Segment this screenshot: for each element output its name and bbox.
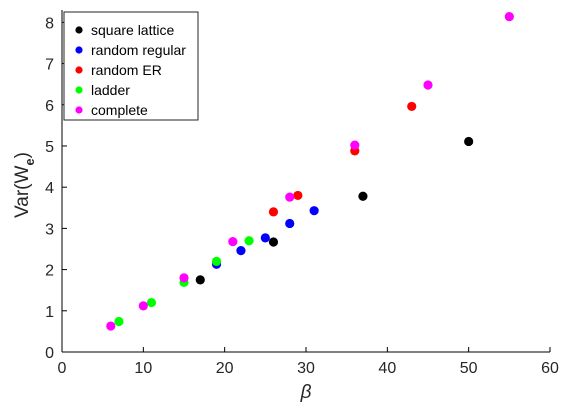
y-tick-label: 8 [45, 15, 54, 32]
y-tick-label: 6 [45, 98, 54, 115]
legend-label: square lattice [91, 22, 174, 38]
data-point [285, 192, 295, 202]
data-point [293, 190, 303, 201]
x-tick-label: 0 [58, 360, 67, 377]
series-square-lattice [195, 136, 474, 285]
data-point [211, 256, 222, 266]
x-tick-label: 50 [460, 360, 478, 377]
x-tick-label: 20 [216, 360, 234, 377]
series-random-regular [211, 206, 319, 269]
data-point [179, 273, 189, 283]
data-point [146, 297, 157, 308]
data-point [350, 140, 360, 150]
legend-marker [75, 46, 83, 54]
series-ladder [114, 236, 254, 327]
data-point [309, 206, 319, 216]
series-complete [106, 11, 514, 331]
data-point [244, 236, 254, 246]
data-point [268, 207, 279, 217]
x-tick-label: 10 [134, 360, 152, 377]
legend: square lattice random regular random ER lad… [63, 11, 199, 121]
y-tick-label: 3 [45, 221, 54, 238]
legend-marker [75, 66, 83, 74]
data-points [106, 11, 514, 331]
x-tick-label: 40 [378, 360, 396, 377]
x-axis-label: β [300, 382, 312, 403]
data-point [260, 233, 270, 243]
y-tick-label: 4 [45, 180, 54, 197]
legend-marker [75, 106, 83, 114]
data-point [114, 316, 124, 327]
data-point [236, 246, 246, 256]
y-tick-label: 1 [45, 304, 54, 321]
data-point [464, 136, 474, 147]
data-point [407, 101, 417, 112]
legend-label: random regular [91, 42, 186, 58]
y-tick-label: 5 [45, 139, 54, 156]
legend-marker [75, 26, 83, 34]
x-ticks: 0 10 20 30 40 50 60 [58, 347, 559, 377]
data-point [138, 301, 148, 311]
data-point [285, 218, 295, 229]
legend-label: random ER [91, 62, 162, 78]
y-axis-label: Var(We) [12, 152, 37, 218]
data-point [358, 191, 368, 201]
data-point [423, 80, 433, 90]
legend-label: complete [91, 102, 148, 118]
y-axis-label-sub: e [22, 158, 37, 165]
data-point [268, 237, 279, 247]
y-tick-label: 7 [45, 57, 54, 74]
x-tick-label: 30 [297, 360, 315, 377]
y-tick-label: 2 [45, 263, 54, 280]
data-point [195, 275, 205, 285]
y-axis-label-close: ) [12, 152, 33, 158]
data-point [504, 11, 514, 22]
y-axis-label-main: Var(W [12, 166, 33, 218]
x-tick-label: 60 [541, 360, 559, 377]
data-point [106, 321, 116, 331]
legend-marker [75, 86, 83, 94]
y-tick-label: 0 [45, 345, 54, 362]
y-ticks: 0 1 2 3 4 5 6 7 8 [45, 15, 67, 362]
data-point [228, 236, 238, 247]
legend-label: ladder [91, 82, 130, 98]
legend-box [63, 11, 199, 121]
